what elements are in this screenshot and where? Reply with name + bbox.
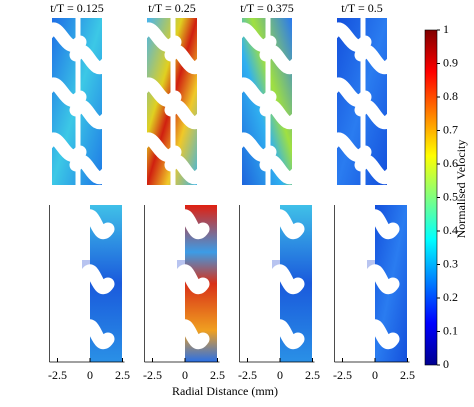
x-tick-label: 0 [277,368,283,382]
colorbar [424,29,438,366]
blade [174,319,210,349]
colorbar-tick-label: 0.2 [443,290,458,304]
x-tick-label: -2.5 [48,368,67,382]
colorbar-tick-label: 0.1 [443,323,458,337]
panel-title: t/T = 0.25 [148,1,196,15]
blade [79,319,115,349]
x-tick-label: 0 [87,368,93,382]
x-tick-label: -2.5 [238,368,257,382]
blade [364,209,400,239]
colorbar-tick-label: 0 [443,357,449,371]
blade [174,264,210,294]
blade [364,319,400,349]
colorbar-tick-label: 0.4 [443,223,458,237]
colorbar-tick-label: 0.5 [443,189,458,203]
x-tick-label: 2.5 [305,368,320,382]
colorbar-label: Normalised Velocity [454,140,468,239]
x-tick-label: 2.5 [210,368,225,382]
colorbar-tick-label: 0.7 [443,122,458,136]
blade [364,264,400,294]
colorbar-tick-label: 0.8 [443,89,458,103]
colorbar-tick-label: 0.3 [443,256,458,270]
x-tick-label: 0 [372,368,378,382]
colorbar-tick-label: 1 [443,22,449,36]
panel-title: t/T = 0.5 [341,1,383,15]
blade [269,209,305,239]
colorbar-tick-label: 0.6 [443,156,458,170]
blade [269,319,305,349]
x-tick-label: 0 [182,368,188,382]
x-tick-label: -2.5 [333,368,352,382]
x-tick-label: 2.5 [400,368,415,382]
colorbar-tick-label: 0.9 [443,55,458,69]
x-tick-label: 2.5 [115,368,130,382]
blade [269,264,305,294]
blade [174,209,210,239]
x-tick-label: -2.5 [143,368,162,382]
panel-title: t/T = 0.375 [240,1,294,15]
x-axis-label: Radial Distance (mm) [172,384,278,398]
panel-title: t/T = 0.125 [50,1,104,15]
blade [79,264,115,294]
blade [79,209,115,239]
